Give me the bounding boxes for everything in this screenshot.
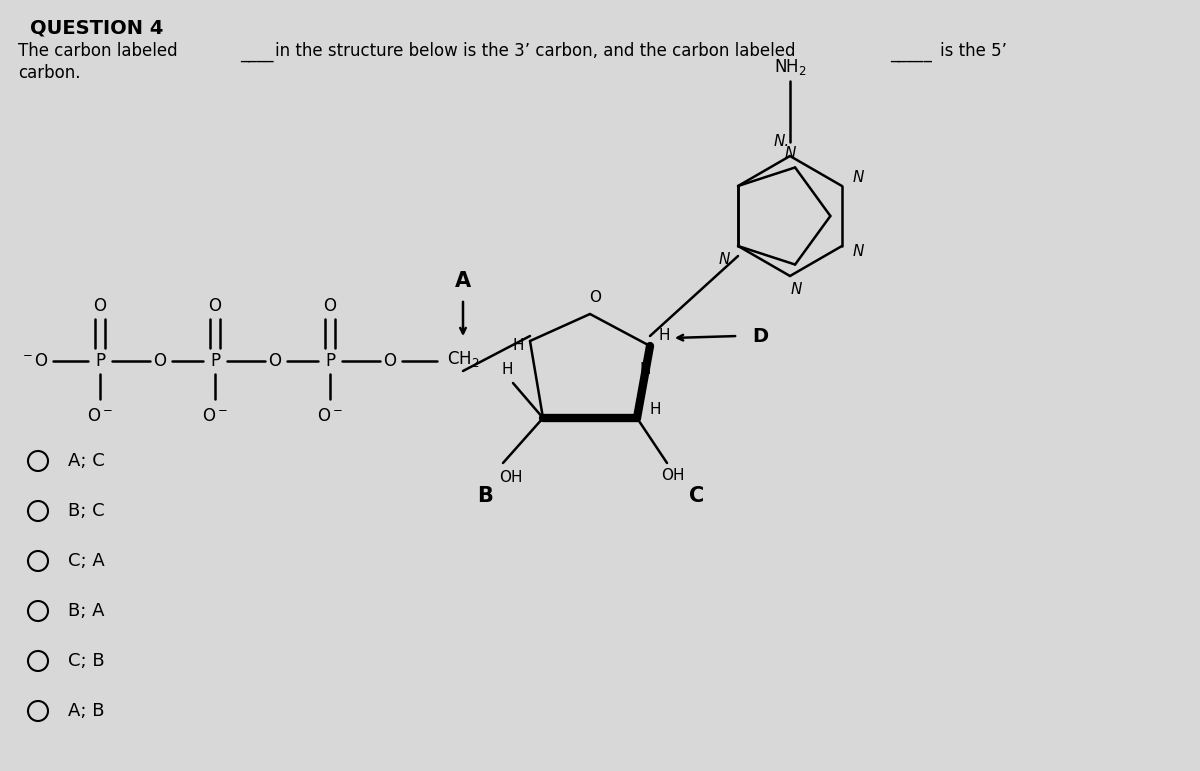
Text: The carbon labeled: The carbon labeled [18, 42, 178, 60]
Text: O$^-$: O$^-$ [317, 407, 343, 425]
Text: B; A: B; A [68, 602, 104, 620]
Text: P: P [210, 352, 220, 370]
Text: P: P [95, 352, 106, 370]
Text: OH: OH [499, 470, 523, 486]
Text: A: A [455, 271, 472, 291]
Text: is the 5’: is the 5’ [940, 42, 1007, 60]
Text: O$^-$: O$^-$ [202, 407, 228, 425]
Text: B; C: B; C [68, 502, 104, 520]
Text: carbon.: carbon. [18, 64, 80, 82]
Text: N: N [791, 282, 802, 298]
Text: O: O [154, 352, 167, 370]
Text: N: N [719, 252, 730, 268]
Text: N: N [852, 244, 864, 258]
Text: P: P [325, 352, 335, 370]
Text: $^-$O: $^-$O [20, 352, 49, 370]
Text: CH$_2$: CH$_2$ [446, 349, 479, 369]
Text: C; B: C; B [68, 652, 104, 670]
Text: O: O [94, 297, 107, 315]
Text: O: O [384, 352, 396, 370]
Text: B: B [478, 486, 493, 506]
Text: H: H [659, 328, 670, 344]
Text: N: N [785, 146, 796, 161]
Text: OH: OH [661, 469, 685, 483]
Text: O: O [209, 297, 222, 315]
Text: H: H [649, 402, 661, 418]
Text: O: O [589, 291, 601, 305]
Text: _____: _____ [890, 44, 932, 62]
Text: N.: N. [774, 134, 790, 150]
Text: C; A: C; A [68, 552, 104, 570]
Text: ____: ____ [240, 44, 274, 62]
Text: H: H [512, 338, 523, 353]
Text: O$^-$: O$^-$ [86, 407, 113, 425]
Text: NH$_2$: NH$_2$ [774, 57, 806, 77]
Text: O: O [269, 352, 282, 370]
Text: H: H [502, 362, 512, 378]
Text: D: D [752, 326, 768, 345]
Text: N: N [852, 170, 864, 186]
Text: O: O [324, 297, 336, 315]
Text: A; C: A; C [68, 452, 104, 470]
Text: A; B: A; B [68, 702, 104, 720]
Text: H: H [640, 362, 650, 378]
Text: in the structure below is the 3’ carbon, and the carbon labeled: in the structure below is the 3’ carbon,… [275, 42, 796, 60]
Text: QUESTION 4: QUESTION 4 [30, 19, 163, 38]
Text: C: C [689, 486, 704, 506]
